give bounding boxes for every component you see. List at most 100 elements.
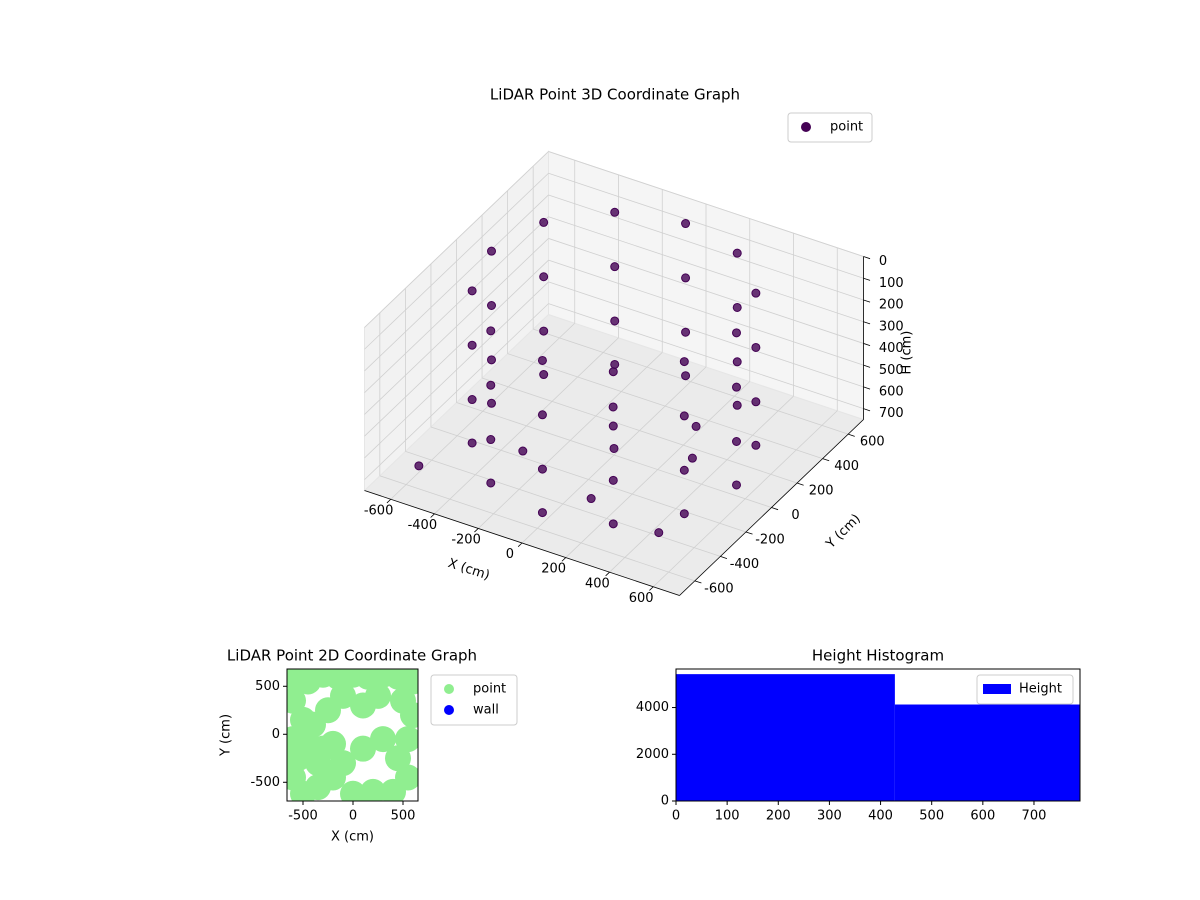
data-point [486,326,496,336]
y-axis-label: Y (cm) [823,511,864,552]
legend-label: point [473,682,506,697]
x-tick-label: 100 [715,809,740,824]
data-point [467,395,477,405]
data-point [487,398,496,408]
data-point [487,301,496,310]
tick-mark [745,531,753,535]
tick-mark [863,256,871,260]
data-point [330,682,356,709]
tick-mark [863,408,871,412]
x-tick-label: 300 [817,809,842,824]
z-tick-label: 100 [879,276,904,291]
y-tick-label: -600 [704,581,734,596]
data-point [537,410,547,420]
data-point [537,508,547,518]
z-tick-label: 600 [879,385,904,400]
tick-mark [474,528,479,533]
data-point [586,494,596,504]
data-point [681,273,691,283]
x-tick-label: 500 [919,809,944,824]
grid-line [405,451,721,557]
chart-title: LiDAR Point 3D Coordinate Graph [490,86,740,104]
data-point [751,440,761,450]
y-axis-label: Y (cm) [219,714,234,757]
tick-mark [796,482,804,486]
tick-mark [822,458,830,462]
data-point [385,745,411,772]
data-point [751,288,761,298]
tick-mark [605,571,610,577]
data-point [608,519,618,529]
y-tick-label: -400 [730,557,760,572]
y-tick-label: 500 [255,679,280,694]
x-tick-label: 0 [349,809,357,824]
data-point [310,735,336,762]
tick-mark [517,542,523,547]
x-axis-label: X (cm) [446,556,492,584]
x-tick-label: -200 [451,533,481,548]
data-point [537,355,547,365]
tick-mark [386,498,392,504]
data-point [487,246,496,256]
data-point [681,371,691,381]
x-tick-label: 600 [629,591,654,606]
data-point [608,367,618,377]
grid-line [481,377,798,484]
data-point [539,217,549,227]
y-axis-line [679,419,864,596]
grid-line [548,151,864,257]
data-point [340,780,366,801]
x-tick-label: 500 [391,809,416,824]
plot-area [287,669,418,801]
data-point [732,480,741,490]
grid-line [548,303,864,410]
x-tick-label: -400 [408,518,438,533]
y-tick-label: 4000 [636,700,669,715]
data-point [537,464,547,474]
data-point [486,435,496,445]
data-point [679,411,689,421]
legend-label: point [830,120,863,135]
data-point [691,421,701,431]
x-tick-label: 400 [585,576,610,591]
tick-mark [863,277,871,281]
z-axis-label: H (cm) [900,331,915,375]
y-tick-label: 600 [860,435,885,450]
y-tick-label: -200 [755,532,785,547]
y-tick-label: 2000 [636,747,669,762]
z-tick-label: 400 [879,341,904,356]
tick-mark [430,513,435,518]
x-axis-label: X (cm) [331,830,374,845]
y-tick-label: 200 [809,484,834,499]
data-point [732,248,742,258]
data-point [732,357,742,367]
legend-frame [787,112,873,143]
tick-mark [720,556,728,559]
legend-frame [976,674,1074,705]
data-point [732,400,742,410]
tick-mark [863,299,871,303]
tick-mark [863,364,871,368]
data-point [486,478,496,488]
legend-label: Height [1019,682,1062,697]
grid-line [364,194,549,372]
data-point [539,370,549,380]
data-point [487,355,496,365]
data-point [380,778,406,801]
tick-mark [694,580,702,584]
data-point [518,446,528,456]
grid-line [364,216,549,393]
grid-line [364,303,549,480]
axes-frame [675,668,1081,802]
data-point [679,509,689,519]
chart-title: Height Histogram [812,647,944,665]
tick-mark [561,557,567,562]
data-point [360,778,386,801]
data-point [732,382,741,392]
data-point [609,443,619,453]
y-tick-label: -500 [250,775,280,790]
data-point [608,421,618,431]
grid-line [364,151,549,328]
data-point [365,682,391,709]
grid-line [548,216,864,323]
